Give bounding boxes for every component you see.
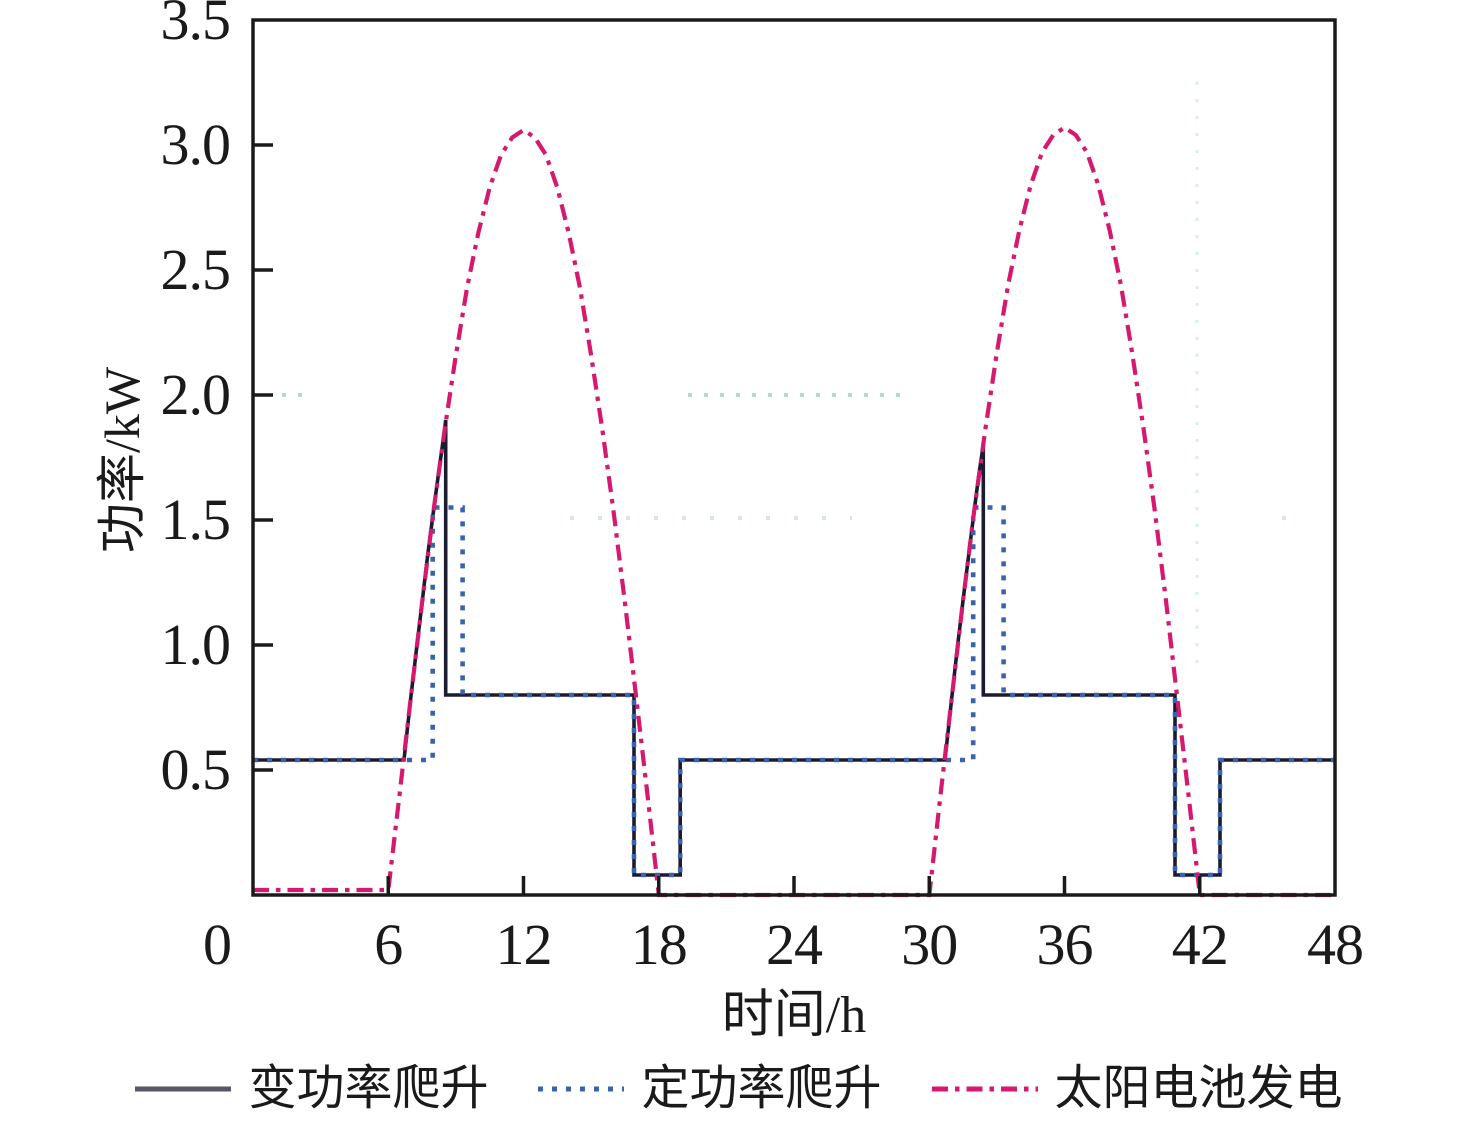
legend-label-constant-power-ramp: 定功率爬升 [641, 1062, 882, 1115]
x-tick-label: 0 [203, 912, 232, 977]
legend-swatch-variable-power-ramp [135, 1086, 232, 1092]
legend-item-variable-power-ramp: 变功率爬升 [133, 1058, 488, 1120]
plot-frame [251, 18, 1337, 897]
legend-label-solar-cell-generation: 太阳电池发电 [1054, 1062, 1343, 1115]
y-tick-label: 3.0 [160, 112, 232, 177]
x-tick-label: 48 [1307, 912, 1364, 977]
x-tick-label: 30 [901, 912, 958, 977]
legend-swatch-constant-power-ramp [538, 1086, 625, 1092]
series-constant-power-ramp [253, 505, 1335, 878]
y-tick-label: 0.5 [160, 737, 232, 802]
x-tick-label: 36 [1036, 912, 1094, 977]
x-tick-label: 6 [374, 912, 403, 977]
x-tick-label: 24 [766, 912, 823, 977]
legend-label-variable-power-ramp: 变功率爬升 [248, 1062, 489, 1115]
legend: 变功率爬升 定功率爬升 太阳电池发电 [0, 1058, 1476, 1120]
y-tick-label: 3.5 [160, 0, 232, 52]
y-tick-label: 2.0 [160, 362, 232, 427]
legend-swatch-solar-cell-generation [931, 1086, 1038, 1092]
y-tick-label: 2.5 [160, 237, 232, 302]
x-axis-title: 时间/h [721, 987, 867, 1044]
legend-item-solar-cell-generation: 太阳电池发电 [930, 1058, 1343, 1120]
y-tick-label: 1.0 [160, 612, 232, 677]
y-axis-title: 功率/kW [94, 366, 150, 554]
y-tick-label: 1.5 [160, 487, 232, 552]
series-solar-cell-generation [253, 124, 1335, 898]
x-tick-label: 18 [630, 912, 688, 977]
x-tick-label: 12 [495, 912, 553, 977]
x-tick-label: 42 [1171, 912, 1229, 977]
legend-item-constant-power-ramp: 定功率爬升 [536, 1058, 882, 1120]
